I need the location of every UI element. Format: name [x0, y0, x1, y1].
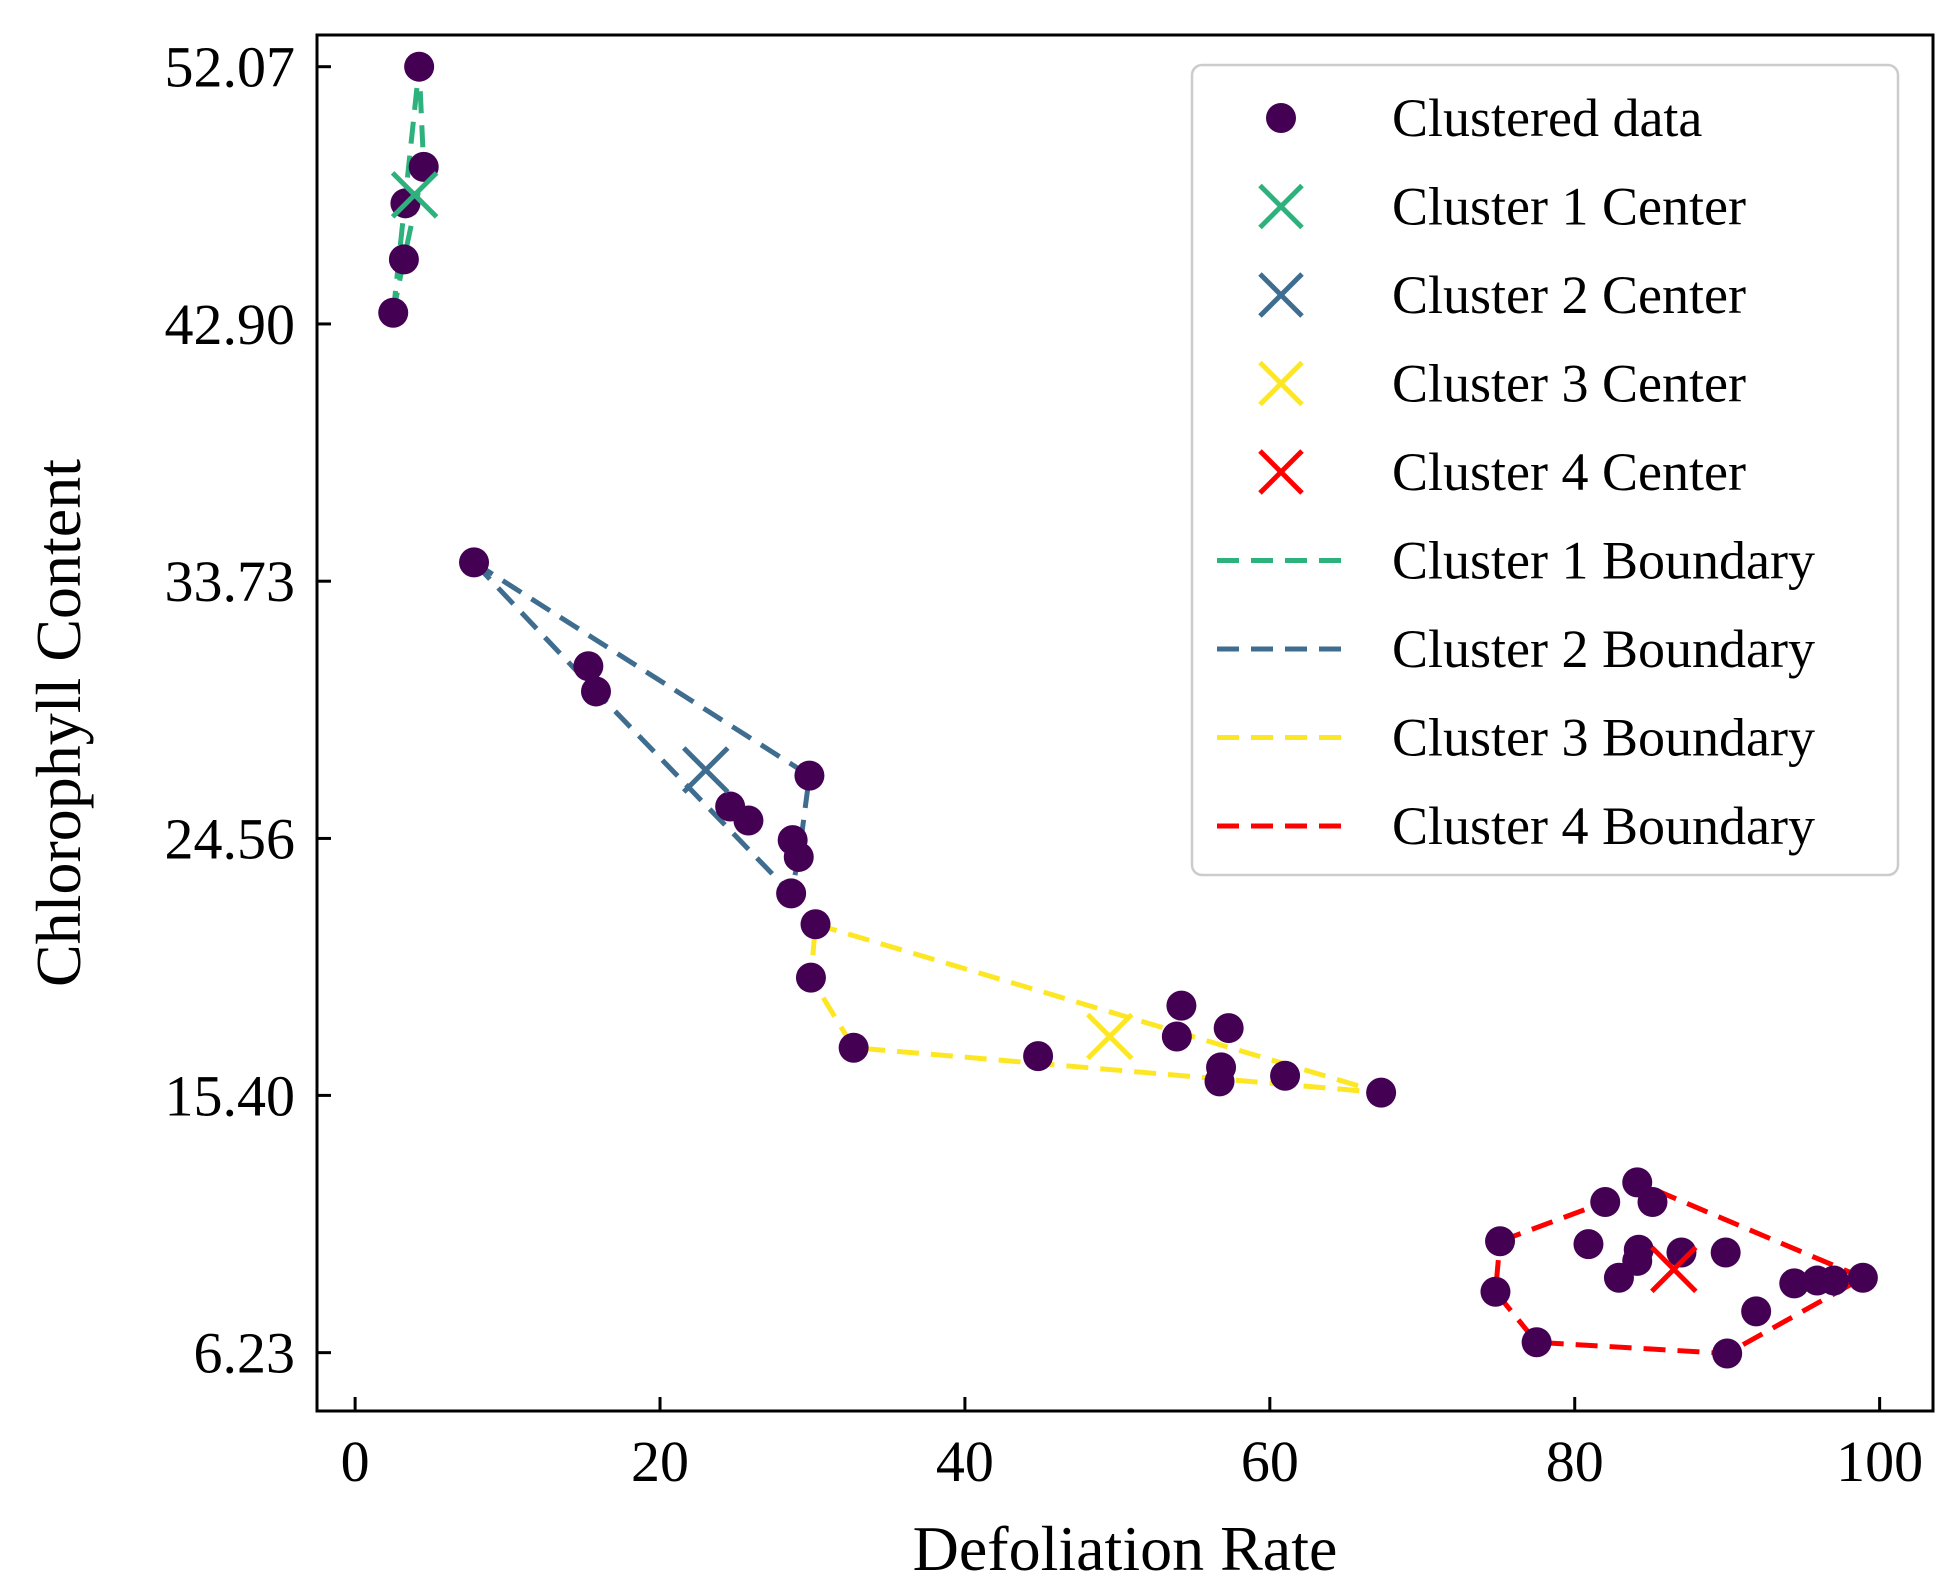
legend-label: Cluster 4 Boundary [1392, 796, 1815, 856]
x-axis-ticks: 0 20 40 60 80 100 [341, 1397, 1923, 1494]
data-point [1741, 1296, 1772, 1327]
data-point [794, 760, 825, 791]
data-point [1366, 1077, 1397, 1108]
legend-label: Cluster 2 Boundary [1392, 619, 1815, 679]
x-tick-label: 60 [1241, 1429, 1299, 1494]
y-tick-label: 15.40 [165, 1063, 296, 1128]
data-point [1710, 1237, 1741, 1268]
data-point [1213, 1013, 1244, 1044]
x-tick-label: 20 [631, 1429, 689, 1494]
cluster-1-center-marker [390, 171, 439, 219]
x-tick-label: 100 [1836, 1429, 1923, 1494]
data-point [733, 805, 764, 836]
legend: Clustered data Cluster 1 Center Cluster 2 … [1190, 63, 1900, 877]
legend-item-cluster-2-center: Cluster 2 Center [1258, 265, 1746, 325]
legend-label: Cluster 4 Center [1392, 442, 1746, 502]
legend-label: Cluster 2 Center [1392, 265, 1746, 325]
cluster-4-center-marker [1650, 1245, 1698, 1294]
data-point [573, 651, 604, 682]
data-point [1521, 1327, 1552, 1358]
legend-box [1190, 63, 1900, 877]
y-tick-label: 52.07 [165, 35, 296, 100]
y-tick-label: 6.23 [194, 1321, 296, 1386]
data-point [1779, 1268, 1810, 1299]
cluster-3-boundary [808, 921, 1384, 1096]
legend-x-swatch [1258, 183, 1304, 230]
data-point [408, 151, 439, 182]
data-point [1166, 990, 1197, 1021]
y-tick-label: 42.90 [165, 292, 296, 357]
data-point [1818, 1265, 1849, 1296]
data-point [1590, 1187, 1621, 1218]
data-point [580, 676, 611, 707]
legend-label: Cluster 1 Boundary [1392, 531, 1815, 591]
y-axis-label: Chlorophyll Content [23, 459, 94, 987]
x-tick-label: 80 [1546, 1429, 1604, 1494]
legend-item-cluster-2-boundary: Cluster 2 Boundary [1217, 619, 1815, 679]
data-point [1712, 1338, 1743, 1369]
cluster-3-center-marker [1085, 1012, 1134, 1061]
data-point [1161, 1021, 1192, 1052]
legend-label: Cluster 1 Center [1392, 177, 1746, 237]
data-point [378, 297, 409, 328]
legend-label: Cluster 3 Boundary [1392, 708, 1815, 768]
data-point [1023, 1041, 1054, 1072]
y-axis-ticks: 6.23 15.40 24.56 33.73 42.90 52.07 [165, 35, 331, 1386]
legend-item-cluster-3-boundary: Cluster 3 Boundary [1217, 708, 1815, 768]
cluster-2-center-marker [681, 746, 730, 794]
plot-frame [315, 33, 1935, 1413]
data-point [838, 1032, 869, 1063]
data-point [1573, 1229, 1604, 1260]
legend-item-cluster-1-center: Cluster 1 Center [1258, 177, 1746, 237]
x-tick-label: 0 [341, 1429, 370, 1494]
cluster-centers [390, 171, 1698, 1294]
legend-item-cluster-4-boundary: Cluster 4 Boundary [1217, 796, 1815, 856]
x-axis-label: Defoliation Rate [913, 1513, 1338, 1584]
data-point [1847, 1262, 1878, 1293]
data-point [795, 962, 826, 993]
data-point [1666, 1237, 1697, 1268]
legend-label: Cluster 3 Center [1392, 354, 1746, 414]
data-point [783, 841, 814, 872]
data-point [1270, 1060, 1301, 1091]
legend-x-swatch [1258, 272, 1304, 318]
data-point [776, 878, 807, 909]
y-tick-label: 24.56 [165, 806, 296, 871]
legend-x-swatch [1258, 360, 1304, 407]
cluster-4-boundary [1492, 1179, 1866, 1356]
data-point [459, 547, 490, 578]
legend-item-cluster-3-center: Cluster 3 Center [1258, 354, 1746, 414]
data-point [1637, 1187, 1668, 1218]
legend-x-swatch [1258, 449, 1304, 495]
legend-label: Clustered data [1392, 88, 1702, 148]
data-point [1603, 1262, 1634, 1293]
data-point [800, 909, 831, 940]
clustered-data-points [378, 51, 1878, 1369]
data-point [1204, 1066, 1235, 1097]
cluster-2-boundary [471, 559, 812, 896]
data-point [1485, 1226, 1516, 1257]
data-point [1480, 1276, 1511, 1307]
y-tick-label: 33.73 [165, 549, 296, 614]
legend-point-swatch [1266, 103, 1296, 133]
data-point [404, 51, 435, 82]
x-tick-label: 40 [936, 1429, 994, 1494]
legend-item-clustered-data: Clustered data [1266, 88, 1702, 148]
legend-item-cluster-4-center: Cluster 4 Center [1258, 442, 1746, 502]
data-point [388, 244, 419, 275]
legend-item-cluster-1-boundary: Cluster 1 Boundary [1217, 531, 1815, 591]
